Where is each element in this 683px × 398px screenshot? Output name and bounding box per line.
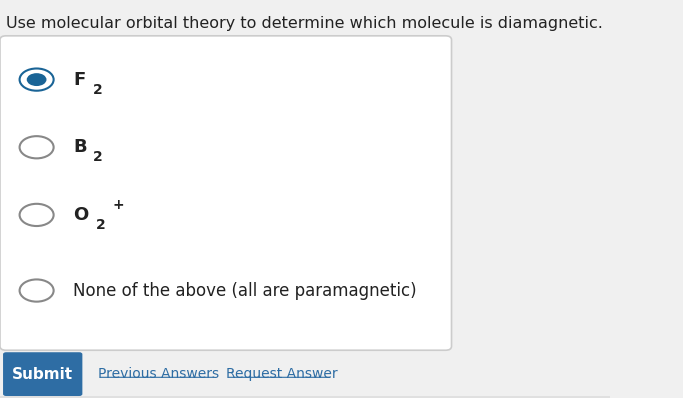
Text: 2: 2 bbox=[94, 82, 103, 97]
Text: Submit: Submit bbox=[12, 367, 73, 382]
Circle shape bbox=[27, 73, 46, 86]
Text: +: + bbox=[113, 198, 124, 212]
Text: Request Answer: Request Answer bbox=[226, 367, 337, 381]
Bar bbox=[0, 396, 610, 398]
Text: Previous Answers: Previous Answers bbox=[98, 367, 219, 381]
Circle shape bbox=[20, 68, 54, 91]
Text: Use molecular orbital theory to determine which molecule is diamagnetic.: Use molecular orbital theory to determin… bbox=[6, 16, 603, 31]
Circle shape bbox=[20, 279, 54, 302]
Circle shape bbox=[20, 204, 54, 226]
Text: F: F bbox=[73, 70, 85, 89]
FancyBboxPatch shape bbox=[0, 36, 451, 350]
Text: B: B bbox=[73, 138, 87, 156]
Text: 2: 2 bbox=[94, 150, 103, 164]
Circle shape bbox=[20, 136, 54, 158]
FancyBboxPatch shape bbox=[3, 352, 83, 396]
Text: 2: 2 bbox=[96, 218, 106, 232]
Text: O: O bbox=[73, 206, 89, 224]
Text: None of the above (all are paramagnetic): None of the above (all are paramagnetic) bbox=[73, 281, 417, 300]
